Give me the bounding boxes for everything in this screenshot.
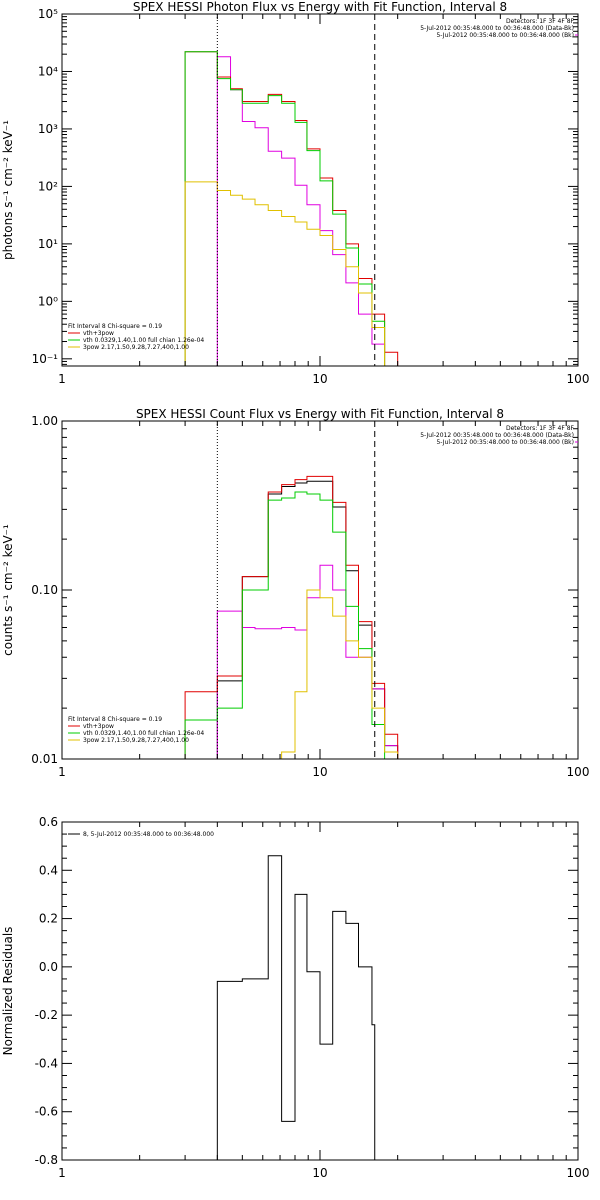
count-ytick-label: 1.00 — [31, 414, 58, 428]
resid-ytick-label: 0.0 — [39, 960, 58, 974]
resid-xtick-label: 1 — [58, 1166, 66, 1180]
count-xtick-label: 100 — [567, 765, 590, 779]
resid-ytick-label: -0.8 — [35, 1153, 58, 1167]
photon-xtick-label: 100 — [567, 372, 590, 386]
photon-series-3 — [184, 181, 386, 366]
photon-legend-entry: Fit Interval 8 Chi-square = 0.19 — [68, 323, 162, 330]
count-info-line: Detectors: 1F 3F 4F 8F — [506, 425, 575, 432]
photon-info-line: 5-Jul-2012 00:35:48.000 to 00:36:48.000 … — [420, 25, 574, 32]
count-legend-entry: 3pow 2.17,1.50,9.28,7.27,400,1.00 — [83, 737, 189, 744]
photon-flux-panel: SPEX HESSI Photon Flux vs Energy with Fi… — [1, 0, 589, 386]
count-flux-panel: SPEX HESSI Count Flux vs Energy with Fit… — [1, 407, 589, 779]
photon-ytick-label: 10⁵ — [38, 7, 58, 21]
photon-series-0 — [216, 56, 386, 366]
photon-legend-entry: vth 0.0329,1.40,1.00 full chian 1.26e-04 — [83, 337, 204, 344]
photon-series-2 — [184, 51, 386, 366]
resid-y-axis-label: Normalized Residuals — [1, 927, 15, 1056]
count-info-line: 5-Jul-2012 00:35:48.000 to 00:36:48.000 … — [420, 432, 574, 439]
photon-xtick-label: 1 — [58, 372, 66, 386]
count-series-3 — [184, 491, 386, 759]
resid-xtick-label: 100 — [567, 1166, 590, 1180]
photon-info-line: 5-Jul-2012 00:35:48.000 to 00:36:48.000 … — [436, 32, 574, 39]
photon-ytick-label: 10¹ — [38, 237, 58, 251]
photon-xtick-label: 10 — [312, 372, 327, 386]
count-info-line: 5-Jul-2012 00:35:48.000 to 00:36:48.000 … — [436, 439, 574, 446]
photon-ytick-label: 10² — [38, 179, 58, 193]
resid-ytick-label: -0.2 — [35, 1008, 58, 1022]
resid-xtick-label: 10 — [312, 1166, 327, 1180]
photon-legend-entry: vth+3pow — [83, 330, 114, 337]
photon-plot-frame — [61, 13, 579, 367]
resid-ytick-label: -0.6 — [35, 1105, 58, 1119]
resid-ytick-label: -0.4 — [35, 1056, 58, 1070]
resid-ytick-label: 0.4 — [39, 863, 58, 877]
resid-legend-entry: 8, 5-Jul-2012 00:35:48.000 to 00:36:48.0… — [83, 831, 214, 838]
resid-series-0 — [216, 855, 376, 1160]
photon-info-line: Detectors: 1F 3F 4F 8F — [506, 18, 575, 25]
photon-ytick-label: 10³ — [38, 122, 58, 136]
count-series-1 — [216, 564, 399, 759]
photon-legend-entry: 3pow 2.17,1.50,9.28,7.27,400,1.00 — [83, 344, 189, 351]
count-series-2 — [184, 475, 399, 759]
photon-ytick-label: 10⁻¹ — [32, 352, 59, 366]
count-title: SPEX HESSI Count Flux vs Energy with Fit… — [136, 407, 504, 421]
count-series-4 — [281, 589, 399, 759]
resid-ytick-label: 0.2 — [39, 912, 58, 926]
count-legend-entry: vth 0.0329,1.40,1.00 full chian 1.26e-04 — [83, 730, 204, 737]
count-legend-entry: vth+3pow — [83, 723, 114, 730]
count-ytick-label: 0.10 — [31, 583, 58, 597]
photon-title: SPEX HESSI Photon Flux vs Energy with Fi… — [133, 0, 507, 14]
photon-ytick-label: 10⁴ — [38, 64, 58, 78]
count-series-0 — [216, 480, 399, 759]
resid-ytick-label: 0.6 — [39, 815, 58, 829]
count-legend-entry: Fit Interval 8 Chi-square = 0.19 — [68, 716, 162, 723]
photon-y-axis-label: photons s⁻¹ cm⁻² keV⁻¹ — [1, 120, 15, 260]
count-y-axis-label: counts s⁻¹ cm⁻² keV⁻¹ — [1, 524, 15, 656]
count-xtick-label: 1 — [58, 765, 66, 779]
count-ytick-label: 0.01 — [31, 752, 58, 766]
count-xtick-label: 10 — [312, 765, 327, 779]
residuals-panel: Normalized Residuals 1 10 100 -0.8 -0.6 -0.4 -0… — [1, 815, 589, 1180]
photon-ytick-label: 10⁰ — [38, 294, 58, 308]
